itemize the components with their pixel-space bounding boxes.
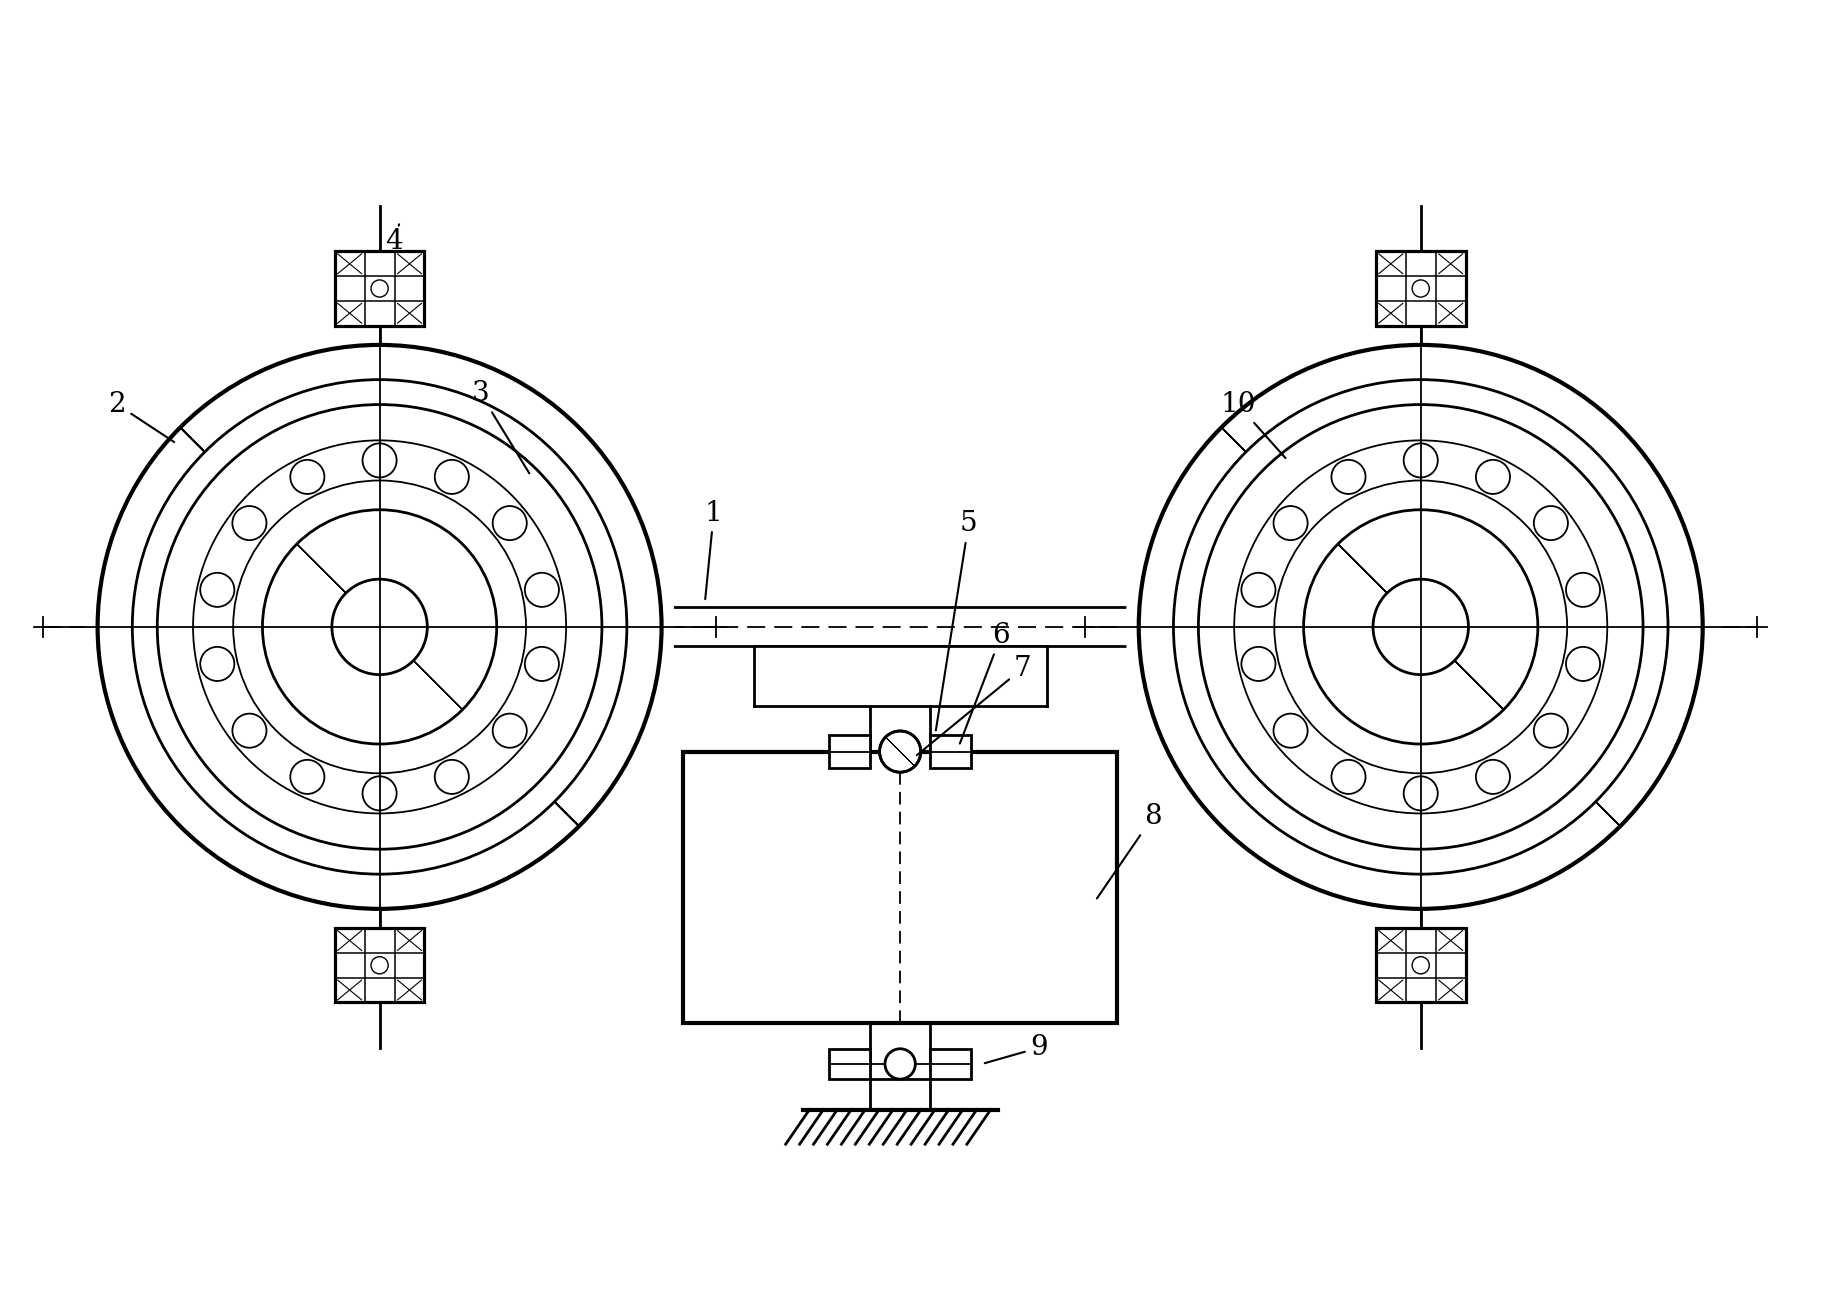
Circle shape — [200, 647, 235, 681]
Circle shape — [290, 460, 324, 494]
Bar — [335, 929, 425, 1002]
Circle shape — [1274, 506, 1308, 540]
Circle shape — [372, 280, 388, 297]
Circle shape — [262, 510, 497, 744]
Circle shape — [133, 379, 627, 874]
Circle shape — [1412, 956, 1428, 974]
Text: 5: 5 — [937, 510, 977, 730]
Circle shape — [372, 956, 388, 974]
Circle shape — [880, 731, 920, 772]
Circle shape — [435, 460, 468, 494]
Circle shape — [492, 506, 527, 540]
Text: 2: 2 — [109, 391, 175, 442]
Circle shape — [84, 332, 674, 922]
Circle shape — [1274, 714, 1308, 748]
Bar — [1376, 929, 1465, 1002]
Text: 9: 9 — [984, 1035, 1048, 1063]
Circle shape — [363, 777, 397, 811]
Circle shape — [435, 760, 468, 794]
Circle shape — [233, 714, 266, 748]
Circle shape — [525, 647, 559, 681]
Circle shape — [1173, 379, 1667, 874]
Bar — [929, 735, 971, 768]
Circle shape — [885, 1049, 915, 1079]
Text: 4: 4 — [384, 224, 403, 255]
Text: 7: 7 — [916, 654, 1031, 755]
Bar — [1376, 251, 1465, 326]
Circle shape — [1534, 714, 1569, 748]
Text: 1: 1 — [705, 500, 723, 599]
Circle shape — [1332, 760, 1365, 794]
Circle shape — [363, 443, 397, 477]
Circle shape — [1332, 460, 1365, 494]
Circle shape — [1476, 460, 1510, 494]
Circle shape — [1565, 647, 1600, 681]
Circle shape — [233, 506, 266, 540]
Bar — [335, 251, 425, 326]
Text: 6: 6 — [960, 623, 1009, 743]
Bar — [829, 735, 871, 768]
Circle shape — [1403, 777, 1438, 811]
Circle shape — [525, 573, 559, 607]
Circle shape — [1241, 573, 1275, 607]
Text: 3: 3 — [472, 381, 530, 473]
Circle shape — [1412, 280, 1428, 297]
Circle shape — [492, 714, 527, 748]
Text: 8: 8 — [1097, 803, 1162, 899]
Bar — [754, 646, 1046, 706]
Circle shape — [290, 760, 324, 794]
Circle shape — [1476, 760, 1510, 794]
Bar — [683, 752, 1117, 1023]
Bar — [929, 1049, 971, 1079]
Circle shape — [1241, 647, 1275, 681]
Circle shape — [1403, 443, 1438, 477]
Circle shape — [1303, 510, 1538, 744]
Circle shape — [1534, 506, 1569, 540]
Circle shape — [1374, 579, 1469, 675]
Circle shape — [1126, 332, 1716, 922]
Bar — [829, 1049, 871, 1079]
Circle shape — [1565, 573, 1600, 607]
Text: 10: 10 — [1221, 391, 1286, 458]
Circle shape — [332, 579, 428, 675]
Bar — [871, 706, 929, 752]
Circle shape — [200, 573, 235, 607]
